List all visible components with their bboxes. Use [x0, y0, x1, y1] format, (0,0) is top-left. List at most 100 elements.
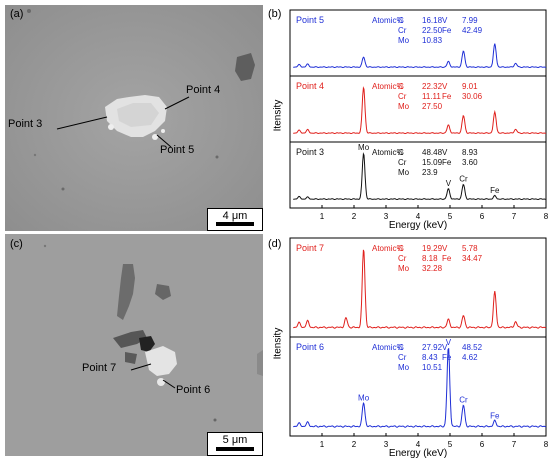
atomic-table-cell: Mo [398, 264, 410, 273]
panel-letter-b: (b) [268, 8, 282, 20]
atomic-table-cell: Mo [398, 168, 410, 177]
series-name: Point 5 [296, 15, 324, 25]
x-tick-label: 3 [384, 212, 389, 221]
chart-b: 1 2 3 4 5 6 7 8 Point 5 Atomic% C 16.18 V 7.99 Cr 22.50… [289, 9, 549, 221]
atomic-table-cell: Fe [442, 26, 452, 35]
panel-letter-d: (d) [268, 238, 282, 250]
atomic-table-cell: 48.48 [422, 148, 443, 157]
scale-bar-label: 4 μm [222, 210, 248, 222]
x-tick-label: 3 [384, 440, 389, 449]
atomic-table-cell: 23.9 [422, 168, 438, 177]
atomic-table-cell: 22.32 [422, 82, 443, 91]
peak-label: V [446, 338, 452, 347]
atomic-table-cell: 15.09 [422, 158, 443, 167]
atomic-table-cell: Atomic% [372, 16, 404, 25]
atomic-table-cell: V [442, 82, 448, 91]
x-tick-label: 6 [480, 212, 485, 221]
spectrum-line [293, 249, 547, 329]
atomic-table-cell: 8.18 [422, 254, 438, 263]
x-tick-label: 5 [448, 212, 453, 221]
atomic-table-cell: 10.83 [422, 36, 443, 45]
scale-bar-c: 5 μm [207, 432, 263, 456]
atomic-table-cell: 22.50 [422, 26, 443, 35]
atomic-table-cell: C [398, 82, 404, 91]
point-label: Point 6 [176, 384, 211, 396]
atomic-table-cell: 30.06 [462, 92, 483, 101]
grey-particle-c4 [125, 352, 137, 364]
atomic-table-cell: 48.52 [462, 343, 483, 352]
x-tick-label: 4 [416, 212, 421, 221]
scale-bar-a: 4 μm [207, 208, 263, 231]
pointer-point5 [156, 134, 172, 148]
panel-letter-c: (c) [10, 238, 23, 250]
peak-label: V [446, 179, 452, 188]
grey-particle-c2 [155, 284, 171, 300]
sem-image-c [5, 234, 263, 456]
point-label: Point 7 [82, 362, 117, 374]
peak-label: Fe [490, 411, 500, 420]
atomic-table-cell: Mo [398, 363, 410, 372]
dark-particle-c [139, 336, 155, 352]
atomic-table-cell: 10.51 [422, 363, 443, 372]
spectrum-line [293, 86, 547, 135]
series-name: Point 3 [296, 147, 324, 157]
pointer-point6 [162, 379, 176, 389]
atomic-table-cell: C [398, 16, 404, 25]
atomic-table-cell: Cr [398, 26, 407, 35]
x-axis-label-b: Energy (keV) [388, 220, 448, 231]
sem-features-c [5, 234, 263, 456]
pointer-point4 [164, 96, 190, 110]
atomic-table-cell: Cr [398, 92, 407, 101]
atomic-table-cell: Cr [398, 158, 407, 167]
atomic-table-cell: Cr [398, 254, 407, 263]
atomic-table-cell: V [442, 244, 448, 253]
grey-particle-c1 [117, 264, 135, 320]
atomic-table-cell: V [442, 16, 448, 25]
point-label: Point 3 [8, 118, 43, 130]
series-name: Point 7 [296, 243, 324, 253]
peak-label: Mo [358, 393, 370, 402]
sem-image-a [5, 5, 263, 231]
x-tick-label: 7 [512, 212, 517, 221]
point-label: Point 5 [160, 144, 195, 156]
atomic-table-cell: V [442, 148, 448, 157]
atomic-table-cell: 11.11 [422, 92, 441, 101]
atomic-table-cell: 34.47 [462, 254, 483, 263]
atomic-table-cell: Atomic% [372, 82, 404, 91]
atomic-table-cell: Mo [398, 102, 410, 111]
atomic-table-cell: C [398, 148, 404, 157]
x-tick-label: 2 [352, 212, 357, 221]
atomic-table-cell: 5.78 [462, 244, 478, 253]
y-axis-label-d: Itensity [272, 327, 284, 360]
atomic-table-cell: 7.99 [462, 16, 478, 25]
series-name: Point 4 [296, 81, 324, 91]
panel-letter-a: (a) [10, 8, 24, 20]
peak-label: Fe [490, 186, 500, 195]
atomic-table-cell: 8.93 [462, 148, 478, 157]
point-label: Point 4 [186, 84, 221, 96]
peak-label: Cr [459, 396, 468, 405]
atomic-table-cell: 4.62 [462, 353, 478, 362]
atomic-table-cell: Fe [442, 158, 452, 167]
atomic-table-cell: Fe [442, 92, 452, 101]
grey-particle-c3 [113, 330, 147, 348]
atomic-table-cell: 16.18 [422, 16, 443, 25]
atomic-table-cell: C [398, 343, 404, 352]
y-axis-label-b: Itensity [272, 99, 284, 132]
carbide-core-a [117, 103, 159, 127]
x-tick-label: 6 [480, 440, 485, 449]
scale-bar-label: 5 μm [222, 434, 248, 446]
atomic-table-cell: C [398, 244, 404, 253]
x-tick-label: 1 [320, 212, 325, 221]
spectrum-line [293, 348, 547, 428]
x-tick-label: 8 [544, 212, 549, 221]
atomic-table-cell: Mo [398, 36, 410, 45]
atomic-table-cell: Fe [442, 254, 452, 263]
x-tick-label: 4 [416, 440, 421, 449]
spectrum-line [293, 43, 547, 69]
atomic-table-cell: Atomic% [372, 343, 404, 352]
scale-bar-line [216, 222, 254, 226]
series-name: Point 6 [296, 342, 324, 352]
peak-label: Cr [459, 174, 468, 183]
